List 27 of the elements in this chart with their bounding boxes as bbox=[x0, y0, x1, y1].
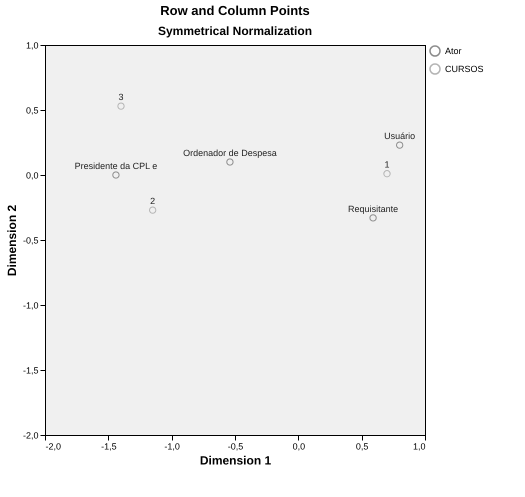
x-tick-label: -2,0 bbox=[46, 442, 62, 452]
x-tick-label: 1,0 bbox=[412, 442, 426, 452]
chart-title: Row and Column Points bbox=[160, 3, 310, 18]
annotation: Requisitante bbox=[348, 204, 398, 214]
y-tick-label: 0,5 bbox=[26, 106, 38, 116]
x-tick-label: -1,0 bbox=[164, 442, 180, 452]
legend-label: CURSOS bbox=[445, 64, 484, 74]
x-tick-label: -1,5 bbox=[101, 442, 117, 452]
y-tick-label: -1,5 bbox=[22, 366, 38, 376]
y-tick-label: -1,0 bbox=[22, 300, 38, 310]
x-tick-label: 0,0 bbox=[292, 442, 306, 452]
y-tick-label: -2,0 bbox=[22, 430, 38, 440]
chart-subtitle: Symmetrical Normalization bbox=[158, 24, 312, 38]
y-tick-label: 0,0 bbox=[26, 170, 38, 180]
y-axis-title: Dimension 2 bbox=[4, 204, 19, 276]
x-axis-title: Dimension 1 bbox=[200, 454, 272, 468]
y-tick-label: -0,5 bbox=[22, 236, 38, 246]
annotation: 2 bbox=[150, 196, 156, 206]
y-tick-label: 1,0 bbox=[26, 40, 38, 50]
x-tick-label: 0,5 bbox=[356, 442, 368, 452]
annotation: 3 bbox=[118, 92, 124, 102]
annotation: Usuário bbox=[384, 131, 416, 142]
annotation: Ordenador de Despesa bbox=[183, 148, 277, 158]
legend-label: Ator bbox=[445, 46, 462, 56]
annotation: Presidente da CPL e bbox=[74, 161, 158, 171]
x-tick-label: -0,5 bbox=[228, 442, 244, 452]
annotation: 1 bbox=[384, 160, 390, 170]
